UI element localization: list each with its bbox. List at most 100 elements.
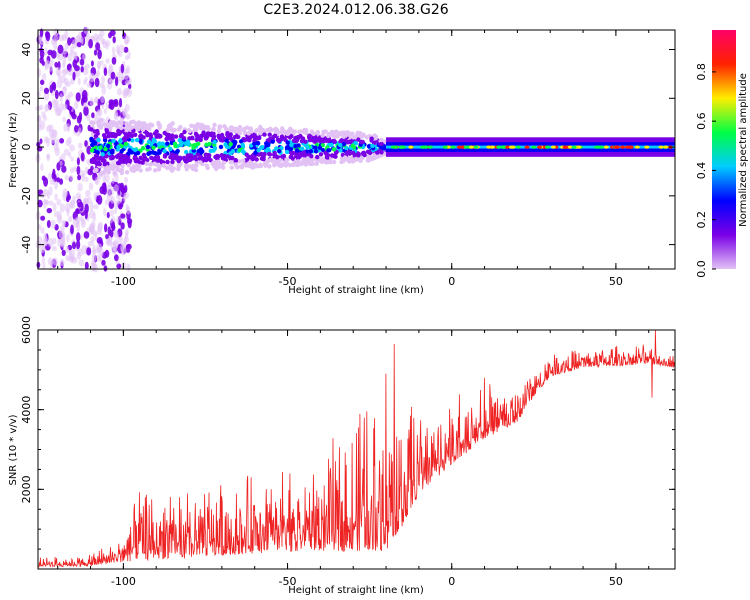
noise-mark bbox=[101, 75, 105, 84]
band-mark bbox=[190, 135, 195, 140]
noise-mark bbox=[92, 265, 96, 272]
noise-mark bbox=[45, 31, 51, 42]
colorbar-tick-label: 0.2 bbox=[695, 211, 708, 229]
band-mark bbox=[342, 155, 348, 160]
band-mark bbox=[201, 125, 207, 131]
band-mark bbox=[212, 122, 217, 128]
narrow-band-mark bbox=[644, 145, 650, 149]
band-mark bbox=[267, 151, 272, 157]
noise-mark bbox=[59, 138, 65, 144]
band-mark bbox=[237, 124, 243, 130]
band-mark bbox=[326, 133, 331, 139]
band-mark bbox=[183, 164, 189, 169]
noise-mark bbox=[81, 89, 88, 100]
noise-mark bbox=[60, 240, 66, 248]
noise-mark bbox=[40, 79, 45, 86]
band-mark bbox=[311, 131, 316, 137]
noise-mark bbox=[48, 200, 54, 206]
band-mark bbox=[358, 158, 363, 163]
band-mark bbox=[166, 132, 171, 138]
band-mark bbox=[270, 139, 275, 144]
band-mark bbox=[106, 134, 112, 139]
band-mark bbox=[233, 162, 239, 167]
noise-mark bbox=[86, 82, 92, 88]
band-mark bbox=[104, 168, 109, 173]
band-mark bbox=[116, 153, 122, 158]
noise-mark bbox=[103, 67, 108, 76]
noise-mark bbox=[45, 104, 51, 112]
noise-mark bbox=[54, 210, 59, 218]
noise-mark bbox=[43, 87, 50, 95]
band-mark bbox=[118, 168, 123, 173]
narrow-band-mark bbox=[486, 145, 492, 149]
band-mark bbox=[256, 127, 261, 133]
noise-mark bbox=[51, 245, 58, 252]
noise-mark bbox=[65, 81, 72, 87]
noise-mark bbox=[52, 203, 57, 212]
noise-mark bbox=[62, 68, 69, 75]
narrow-band-mark bbox=[550, 145, 556, 149]
band-mark bbox=[161, 163, 166, 168]
noise-mark bbox=[93, 49, 98, 56]
noise-mark bbox=[113, 208, 118, 214]
noise-mark bbox=[80, 66, 84, 73]
band-mark bbox=[162, 130, 167, 136]
noise-mark bbox=[48, 124, 54, 131]
noise-mark bbox=[85, 189, 91, 198]
noise-mark bbox=[96, 243, 102, 252]
band-mark bbox=[296, 143, 301, 148]
noise-mark bbox=[97, 222, 103, 230]
band-mark bbox=[175, 148, 180, 154]
band-mark bbox=[118, 125, 124, 131]
noise-mark bbox=[48, 172, 52, 180]
band-mark bbox=[117, 139, 123, 144]
noise-mark bbox=[43, 199, 49, 205]
band-mark bbox=[95, 128, 100, 134]
noise-mark bbox=[59, 258, 65, 266]
band-mark bbox=[246, 131, 251, 136]
band-mark bbox=[253, 150, 258, 155]
band-mark bbox=[245, 125, 250, 130]
noise-mark bbox=[113, 245, 118, 255]
band-mark bbox=[152, 161, 157, 166]
noise-mark bbox=[65, 139, 72, 147]
noise-mark bbox=[75, 216, 81, 225]
band-mark bbox=[291, 150, 296, 156]
band-mark bbox=[207, 153, 212, 158]
noise-mark bbox=[126, 263, 131, 272]
band-mark bbox=[167, 123, 173, 128]
band-mark bbox=[228, 160, 233, 165]
band-mark bbox=[267, 164, 272, 169]
band-mark bbox=[170, 137, 175, 142]
noise-mark bbox=[66, 64, 71, 71]
band-mark bbox=[108, 166, 113, 171]
band-mark bbox=[216, 129, 221, 134]
noise-mark bbox=[93, 33, 99, 43]
band-mark bbox=[179, 140, 185, 146]
band-mark bbox=[356, 137, 361, 142]
band-mark bbox=[302, 127, 307, 133]
noise-mark bbox=[101, 259, 106, 266]
noise-mark bbox=[113, 100, 119, 107]
band-mark bbox=[320, 156, 325, 161]
band-mark bbox=[187, 129, 192, 134]
band-mark bbox=[191, 163, 196, 169]
band-mark bbox=[217, 135, 222, 140]
band-mark bbox=[94, 167, 99, 173]
band-mark bbox=[373, 134, 378, 139]
band-mark bbox=[320, 143, 325, 148]
noise-mark bbox=[127, 220, 132, 229]
band-mark bbox=[315, 154, 320, 160]
noise-mark bbox=[97, 33, 103, 40]
noise-mark bbox=[90, 60, 94, 67]
band-mark bbox=[228, 136, 234, 141]
band-mark bbox=[156, 120, 161, 126]
narrow-band-mark bbox=[524, 145, 530, 149]
band-mark bbox=[211, 136, 216, 141]
band-mark bbox=[96, 137, 101, 143]
noise-mark bbox=[103, 108, 107, 114]
narrow-band-mark bbox=[456, 145, 462, 149]
band-mark bbox=[355, 130, 360, 135]
noise-mark bbox=[105, 234, 109, 240]
noise-mark bbox=[77, 174, 82, 181]
